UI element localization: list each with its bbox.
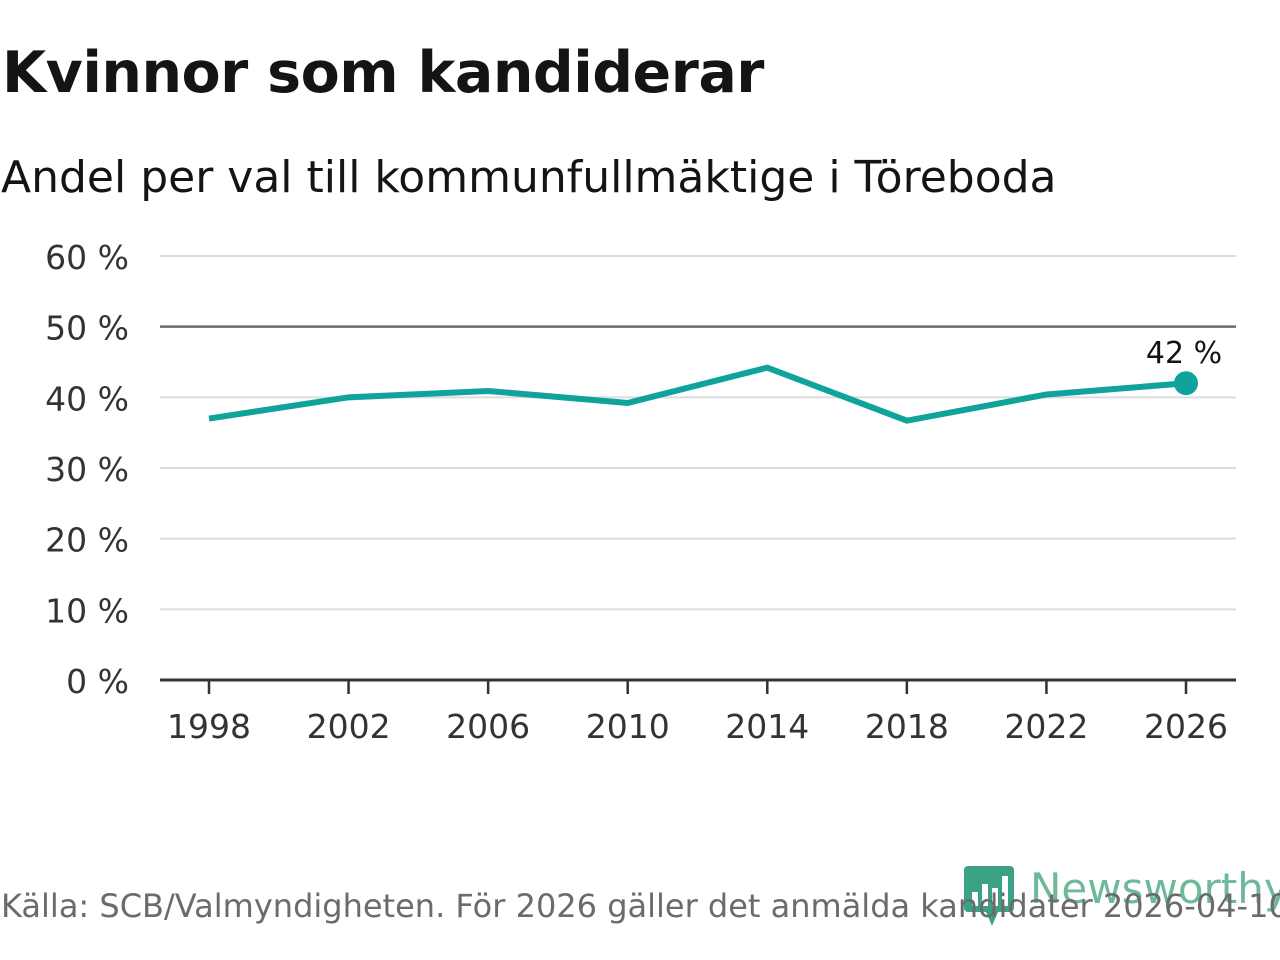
y-tick-label: 0 % — [66, 662, 129, 701]
x-tick-label: 2026 — [1144, 707, 1228, 746]
x-tick-label: 2018 — [865, 707, 949, 746]
y-tick-label: 20 % — [45, 521, 129, 560]
y-tick-label: 30 % — [45, 450, 129, 489]
source-note: Källa: SCB/Valmyndigheten. För 2026 gäll… — [1, 887, 1280, 925]
chart-subtitle: Andel per val till kommunfullmäktige i T… — [1, 152, 1057, 203]
x-tick-label: 2010 — [586, 707, 670, 746]
series-line — [208, 364, 1187, 424]
x-tick-label: 2014 — [725, 707, 809, 746]
x-tick-label: 2006 — [446, 707, 530, 746]
x-tick-label: 1998 — [167, 707, 251, 746]
x-tick-label: 2002 — [307, 707, 391, 746]
y-tick-label: 40 % — [45, 379, 129, 418]
y-tick-label: 10 % — [45, 591, 129, 630]
chart-title: Kvinnor som kandiderar — [2, 40, 764, 106]
last-data-point — [1174, 371, 1198, 396]
brand-name: Newsworthy — [1030, 864, 1280, 913]
bar-chart-speech-bubble-icon — [964, 866, 1014, 926]
x-tick-label: 2022 — [1004, 707, 1088, 746]
y-tick-label: 60 % — [45, 238, 129, 277]
y-tick-label: 50 % — [45, 309, 129, 348]
data-label: 42 % — [1146, 336, 1222, 371]
brand-logo: Newsworthy — [964, 864, 1280, 928]
